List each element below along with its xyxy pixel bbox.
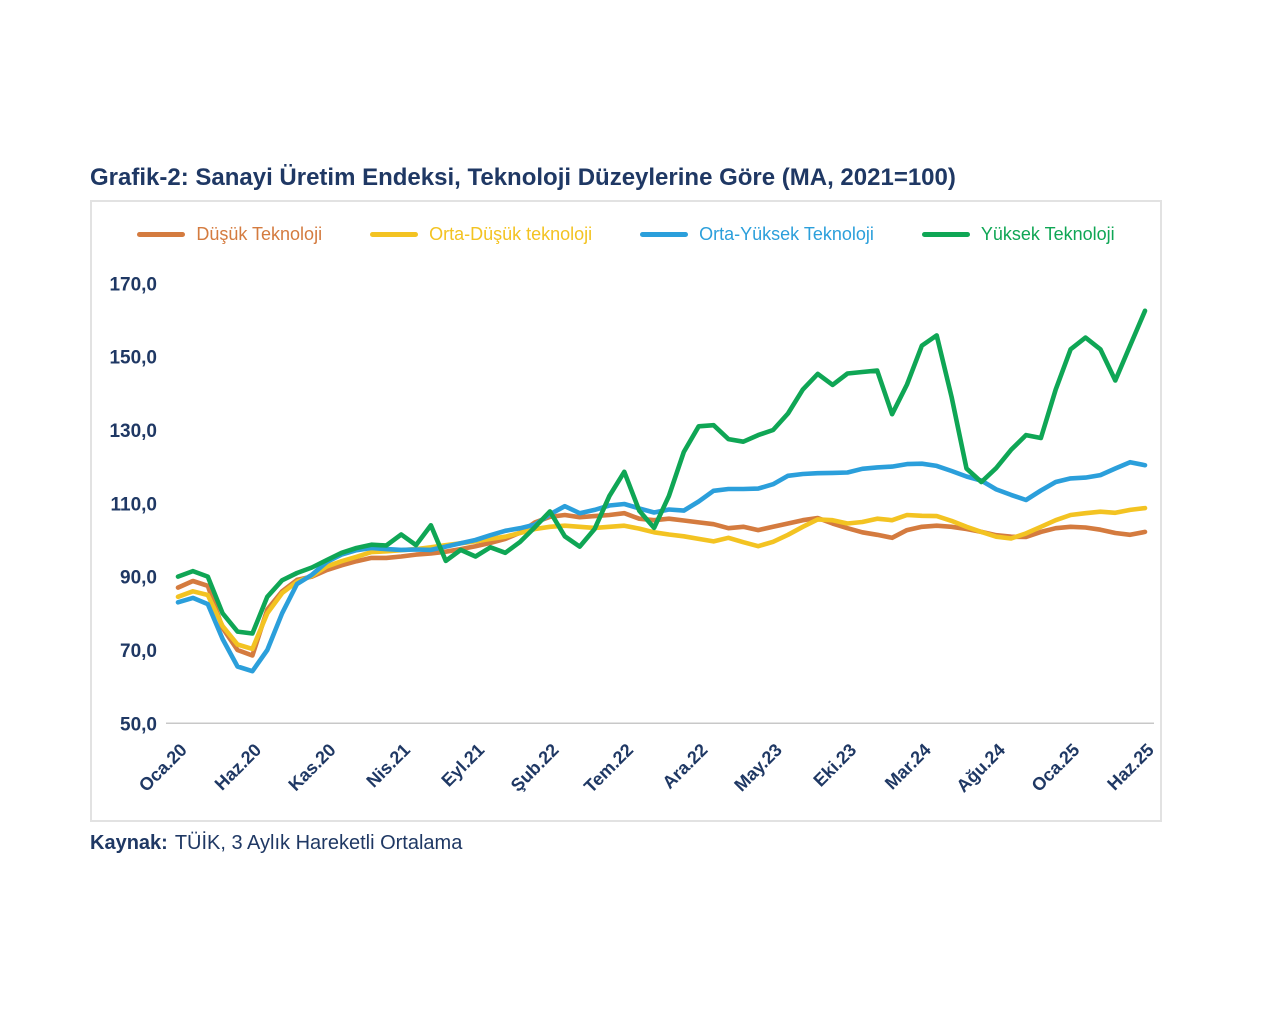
y-axis-tick-label: 50,0 [120,714,157,735]
source-text: TÜİK, 3 Aylık Hareketli Ortalama [174,832,463,854]
legend-line-swatch-green [921,232,970,237]
legend-line-swatch-orange [137,232,186,237]
y-axis-tick-label: 90,0 [120,568,157,589]
y-axis-tick-label: 130,0 [109,421,157,442]
x-axis-tick-label: Eyl.21 [437,740,488,791]
y-axis-tick-label: 70,0 [120,641,157,662]
x-axis-tick-label: Ara.22 [658,740,711,793]
y-axis-tick-label: 150,0 [109,348,157,369]
x-axis-tick-label: May.23 [730,740,786,796]
legend-label: Yüksek Teknoloji [980,224,1115,244]
source-label: Kaynak: [90,832,168,854]
chart-title: Grafik-2: Sanayi Üretim Endeksi, Teknolo… [90,164,956,191]
legend-item-orta-yuksek-teknoloji: Orta-Yüksek Teknoloji [640,224,874,245]
x-axis-tick-label: Kas.20 [284,740,339,795]
legend-item-yuksek-teknoloji: Yüksek Teknoloji [921,224,1115,245]
chart-legend: Düşük Teknoloji Orta-Düşük teknoloji Ort… [90,224,1162,245]
legend-item-dusuk-teknoloji: Düşük Teknoloji [137,224,322,245]
series-line-yuksek-teknoloji [175,308,1148,636]
legend-label: Orta-Düşük teknoloji [429,224,593,244]
legend-line-swatch-blue [640,232,689,237]
source-note: Kaynak: TÜİK, 3 Aylık Hareketli Ortalama [90,832,462,855]
x-axis-tick-label: Eki.23 [809,740,860,791]
series-line-orta-dusuk-teknoloji [175,505,1148,652]
legend-label: Orta-Yüksek Teknoloji [699,224,874,244]
line-chart-plot: 170,0 150,0 130,0 110,0 90,0 70,0 50,0 Oca.20 Ha… [109,274,1157,797]
y-axis-tick-label: 110,0 [111,494,158,515]
x-axis-tick-label: Mar.24 [881,740,935,794]
x-axis-tick-label: Nis.21 [362,740,414,792]
chart-area [90,200,1162,822]
legend-line-swatch-yellow [370,232,419,237]
x-axis-tick-label: Haz.20 [211,740,265,794]
x-axis-tick-label: Oca.20 [135,740,191,796]
y-axis-tick-label: 170,0 [109,274,157,295]
x-axis-tick-label: Oca.25 [1028,740,1084,796]
legend-item-orta-dusuk-teknoloji: Orta-Düşük teknoloji [370,224,592,245]
series-line-orta-yuksek-teknoloji [175,459,1148,674]
x-axis-tick-label: Şub.22 [507,740,563,796]
x-axis-tick-label: Tem.22 [580,740,637,797]
legend-label: Düşük Teknoloji [196,224,323,244]
x-axis-tick-label: Ağu.24 [952,740,1009,797]
x-axis-tick-label: Haz.25 [1103,740,1157,794]
